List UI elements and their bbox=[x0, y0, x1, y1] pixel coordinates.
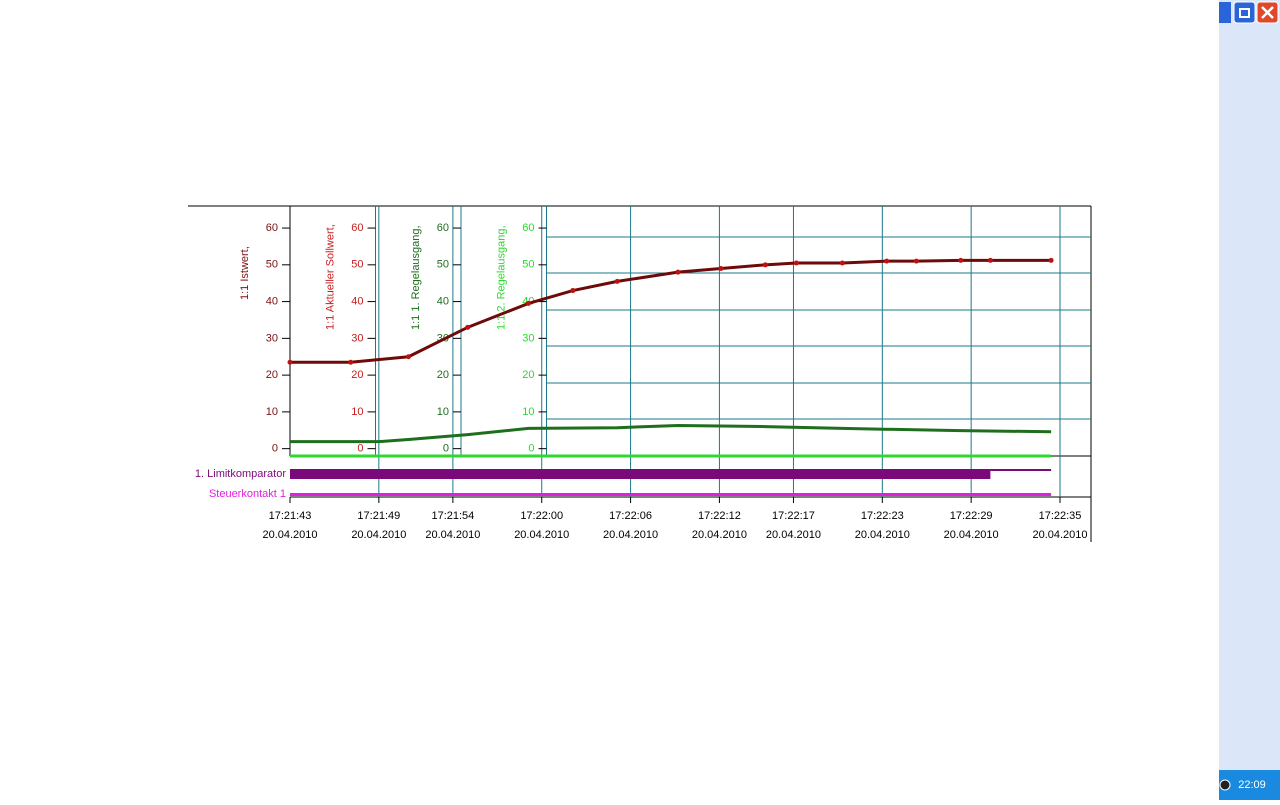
y-tick-label: 40 bbox=[351, 295, 363, 307]
data-point bbox=[913, 258, 919, 264]
x-tick-date: 20.04.2010 bbox=[514, 529, 569, 541]
y-tick-label: 20 bbox=[437, 369, 449, 381]
y-tick-label: 60 bbox=[351, 222, 363, 234]
channel-state bbox=[290, 469, 991, 479]
axis-title: 1:1 2. Regelausgang, bbox=[495, 225, 507, 330]
channel-state bbox=[990, 469, 1052, 471]
y-tick-label: 0 bbox=[272, 443, 278, 455]
y-tick-label: 30 bbox=[522, 332, 534, 344]
x-tick-label: 17:22:35 bbox=[1039, 510, 1082, 522]
x-tick-label: 17:22:12 bbox=[698, 510, 741, 522]
y-tick-label: 20 bbox=[522, 369, 534, 381]
x-tick-date: 20.04.2010 bbox=[944, 529, 999, 541]
axis-title: 1:1 Istwert, bbox=[239, 246, 251, 300]
x-tick-date: 20.04.2010 bbox=[1032, 529, 1087, 541]
data-point bbox=[465, 324, 471, 330]
x-tick-label: 17:22:06 bbox=[609, 510, 652, 522]
y-tick-label: 10 bbox=[437, 406, 449, 418]
y-tick-label: 60 bbox=[266, 222, 278, 234]
y-tick-label: 40 bbox=[266, 295, 278, 307]
data-point bbox=[1048, 257, 1054, 263]
x-tick-date: 20.04.2010 bbox=[766, 529, 821, 541]
y-tick-label: 60 bbox=[437, 222, 449, 234]
y-tick-label: 20 bbox=[266, 369, 278, 381]
x-tick-date: 20.04.2010 bbox=[603, 529, 658, 541]
data-point bbox=[675, 269, 681, 275]
y-tick-label: 50 bbox=[522, 259, 534, 271]
side-panel bbox=[1219, 0, 1280, 800]
y-tick-label: 10 bbox=[351, 406, 363, 418]
y-tick-label: 60 bbox=[522, 222, 534, 234]
y-tick-label: 40 bbox=[437, 295, 449, 307]
y-tick-label: 50 bbox=[266, 259, 278, 271]
data-point bbox=[884, 258, 890, 264]
data-point bbox=[614, 278, 620, 284]
data-point bbox=[348, 359, 354, 365]
x-tick-date: 20.04.2010 bbox=[351, 529, 406, 541]
x-tick-label: 17:22:23 bbox=[861, 510, 904, 522]
data-point bbox=[570, 288, 576, 294]
series-line bbox=[290, 423, 1052, 444]
data-point bbox=[762, 262, 768, 268]
x-tick-label: 17:22:29 bbox=[950, 510, 993, 522]
x-tick-label: 17:21:43 bbox=[269, 510, 312, 522]
x-tick-date: 20.04.2010 bbox=[692, 529, 747, 541]
data-point bbox=[287, 359, 293, 365]
x-tick-label: 17:22:17 bbox=[772, 510, 815, 522]
series-line bbox=[290, 258, 1052, 364]
data-point bbox=[958, 257, 964, 263]
data-point bbox=[718, 266, 724, 271]
x-tick-label: 17:21:54 bbox=[431, 510, 474, 522]
channel-label: Steuerkontakt 1 bbox=[209, 488, 286, 500]
x-tick-date: 20.04.2010 bbox=[262, 529, 317, 541]
close-icon bbox=[1261, 6, 1274, 19]
data-point bbox=[987, 257, 993, 263]
y-tick-label: 20 bbox=[351, 369, 363, 381]
y-tick-label: 0 bbox=[443, 443, 449, 455]
minimize-button[interactable] bbox=[1219, 2, 1231, 23]
data-point bbox=[525, 300, 531, 306]
x-tick-date: 20.04.2010 bbox=[855, 529, 910, 541]
y-tick-label: 30 bbox=[351, 332, 363, 344]
y-tick-label: 50 bbox=[351, 259, 363, 271]
y-tick-label: 0 bbox=[528, 443, 534, 455]
clock: 22:09 bbox=[1238, 779, 1266, 791]
x-tick-label: 17:21:49 bbox=[357, 510, 400, 522]
data-point bbox=[839, 260, 845, 266]
h-grid bbox=[547, 236, 1091, 420]
restore-button[interactable] bbox=[1233, 1, 1256, 24]
x-tick-label: 17:22:00 bbox=[520, 510, 563, 522]
x-tick-date: 20.04.2010 bbox=[425, 529, 480, 541]
channel-label: 1. Limitkomparator bbox=[195, 468, 286, 480]
y-tick-label: 10 bbox=[522, 406, 534, 418]
data-point bbox=[405, 354, 411, 360]
tray-icon[interactable] bbox=[1219, 779, 1231, 791]
axis-title: 1:1 Aktueller Sollwert, bbox=[324, 224, 336, 330]
axis-title: 1:1 1. Regelausgang, bbox=[410, 225, 422, 330]
data-point bbox=[793, 260, 799, 266]
y-tick-label: 30 bbox=[266, 332, 278, 344]
y-tick-label: 0 bbox=[357, 443, 363, 455]
y-tick-label: 10 bbox=[266, 406, 278, 418]
channel-state bbox=[290, 493, 1052, 496]
y-tick-label: 50 bbox=[437, 259, 449, 271]
restore-icon bbox=[1239, 8, 1250, 18]
